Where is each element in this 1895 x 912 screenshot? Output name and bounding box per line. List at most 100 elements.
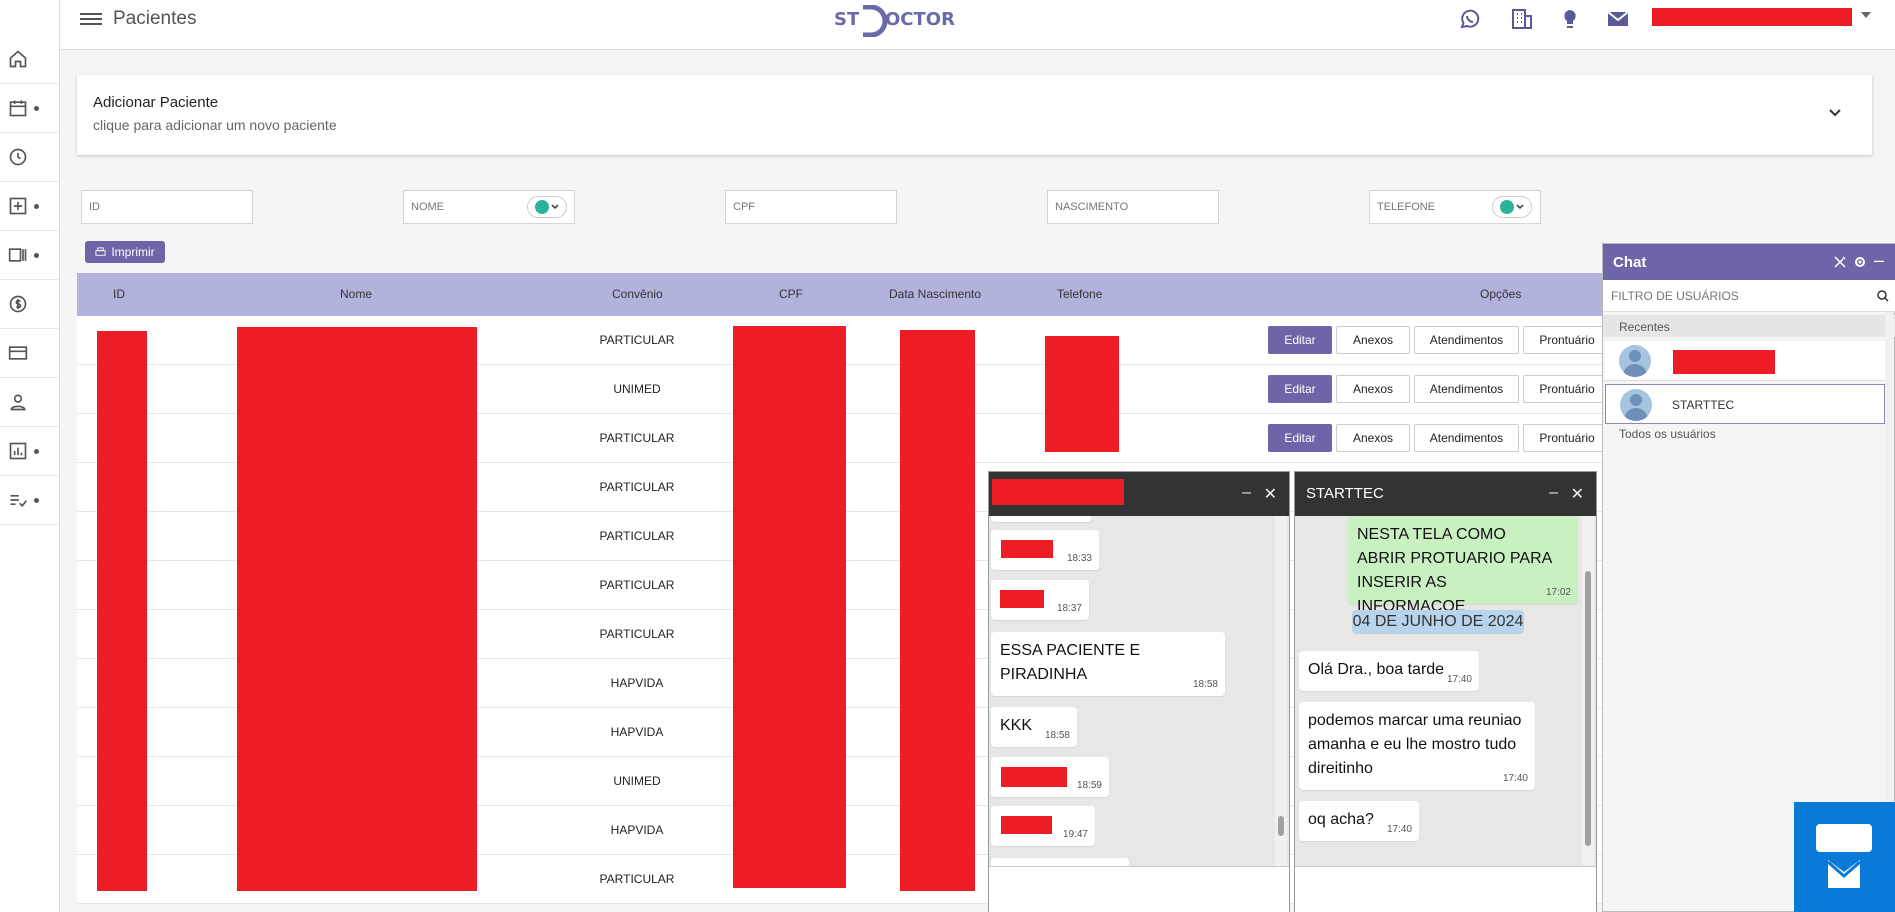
- cpf-filter-input[interactable]: [725, 190, 897, 224]
- user-menu-caret-icon[interactable]: [1861, 12, 1871, 18]
- minimize-icon[interactable]: –: [1549, 484, 1558, 501]
- convenio-cell: HAPVIDA: [610, 676, 664, 690]
- sidebar-item-id-card[interactable]: [0, 231, 60, 280]
- id-filter-input[interactable]: [81, 190, 253, 224]
- col-nome[interactable]: Nome: [340, 287, 373, 301]
- chat-message-input[interactable]: [989, 866, 1289, 912]
- printer-icon: [95, 246, 106, 256]
- medical-record-button[interactable]: Prontuário: [1523, 424, 1611, 452]
- medical-record-button[interactable]: Prontuário: [1523, 375, 1611, 403]
- sidebar-item-payment[interactable]: [0, 329, 60, 378]
- mail-icon[interactable]: [1606, 7, 1630, 31]
- minimize-icon[interactable]: –: [1874, 250, 1885, 270]
- add-patient-panel[interactable]: Adicionar Paciente clique para adicionar…: [77, 75, 1872, 155]
- sidebar-item-finance[interactable]: [0, 280, 60, 329]
- sidebar-item-medical[interactable]: [0, 182, 60, 231]
- calendar-icon: [9, 100, 27, 117]
- search-icon[interactable]: [1877, 290, 1889, 302]
- chat-window-title: STARTTEC: [1306, 485, 1384, 502]
- user-filter-input[interactable]: [1603, 280, 1895, 312]
- chat-messages: 18:33 18:37 ESSA PACIENTE E PIRADINHA 18…: [989, 516, 1289, 866]
- user-row-redacted[interactable]: [1605, 341, 1885, 381]
- minimize-icon[interactable]: –: [1242, 484, 1251, 501]
- redacted-user-name: [1673, 350, 1775, 374]
- bar-chart-icon: [9, 442, 27, 460]
- medical-record-button[interactable]: Prontuário: [1523, 326, 1611, 354]
- message-bubble-sent: NESTA TELA COMO ABRIR PROTUARIO PARA INS…: [1348, 516, 1578, 615]
- col-cpf[interactable]: CPF: [779, 287, 803, 301]
- chat-window-redacted-user: – ✕ 18:33 18:37 ESSA PACIENTE E PIRADINH…: [988, 471, 1290, 912]
- lightbulb-icon[interactable]: [1558, 7, 1582, 31]
- sidebar-item-tasks[interactable]: [0, 476, 60, 525]
- credit-card-icon: [8, 346, 28, 360]
- name-search-mode-toggle[interactable]: [527, 196, 567, 218]
- tools-icon[interactable]: [1833, 255, 1847, 269]
- appointments-button[interactable]: Atendimentos: [1414, 326, 1519, 354]
- sidebar-item-calendar[interactable]: [0, 84, 60, 133]
- attachments-button[interactable]: Anexos: [1336, 375, 1410, 403]
- attachments-button[interactable]: Anexos: [1336, 326, 1410, 354]
- message-bubble: KKK 18:58: [991, 707, 1077, 747]
- message-bubble: 18:37: [991, 580, 1089, 620]
- sidebar-item-users[interactable]: [0, 378, 60, 427]
- recentes-label: Recentes: [1619, 320, 1670, 334]
- redacted-phone-cells: [1045, 336, 1119, 452]
- expand-dot-icon: [34, 448, 39, 454]
- building-icon[interactable]: [1510, 7, 1534, 31]
- close-icon[interactable]: ✕: [1570, 486, 1584, 503]
- home-icon: [9, 50, 27, 68]
- col-telefone[interactable]: Telefone: [1057, 287, 1103, 301]
- hamburger-menu-icon[interactable]: [80, 10, 102, 28]
- user-row-starttec[interactable]: STARTTEC: [1605, 384, 1885, 424]
- print-button[interactable]: Imprimir: [85, 241, 165, 263]
- col-id[interactable]: ID: [113, 287, 125, 301]
- search-mode-icon: [535, 200, 549, 214]
- edit-button[interactable]: Editar: [1268, 326, 1332, 354]
- close-icon[interactable]: ✕: [1263, 486, 1277, 503]
- expand-dot-icon: [34, 252, 39, 258]
- attachments-button[interactable]: Anexos: [1336, 424, 1410, 452]
- appointments-button[interactable]: Atendimentos: [1414, 375, 1519, 403]
- user-list-scrollbar[interactable]: [1885, 312, 1894, 912]
- redacted-name-column: [237, 327, 477, 891]
- clock-icon: [9, 148, 27, 166]
- name-filter-input[interactable]: [403, 190, 575, 224]
- add-patient-subtitle: clique para adicionar um novo paciente: [93, 117, 337, 133]
- avatar: [1619, 345, 1651, 377]
- settings-gear-icon[interactable]: [1853, 255, 1867, 269]
- convenio-cell: PARTICULAR: [599, 431, 675, 445]
- edit-button[interactable]: Editar: [1268, 375, 1332, 403]
- convenio-cell: UNIMED: [613, 382, 661, 396]
- chat-message-input[interactable]: [1295, 866, 1596, 912]
- convenio-cell: PARTICULAR: [599, 872, 675, 886]
- chevron-down-icon[interactable]: [1828, 105, 1842, 119]
- st-doctor-logo: ST OCTOR: [772, 2, 955, 38]
- todos-usuarios-label[interactable]: Todos os usuários: [1619, 427, 1716, 441]
- col-opcoes: Opções: [1480, 287, 1522, 301]
- chat-window-header: – ✕: [989, 472, 1289, 516]
- convenio-cell: UNIMED: [613, 774, 661, 788]
- sidebar-item-home[interactable]: [0, 35, 60, 84]
- chat-window-starttec: STARTTEC – ✕ NESTA TELA COMO ABRIR PROTU…: [1294, 471, 1597, 912]
- col-data-nascimento[interactable]: Data Nascimento: [889, 287, 982, 301]
- chat-scrollbar[interactable]: [1275, 516, 1287, 866]
- birthdate-filter-input[interactable]: [1047, 190, 1219, 224]
- user-name-redacted[interactable]: [1652, 8, 1852, 26]
- whatsapp-icon[interactable]: [1458, 7, 1482, 31]
- message-bubble: [991, 516, 1091, 522]
- edit-button[interactable]: Editar: [1268, 424, 1332, 452]
- convenio-cell: HAPVIDA: [610, 823, 664, 837]
- appointments-button[interactable]: Atendimentos: [1414, 424, 1519, 452]
- date-separator: 04 DE JUNHO DE 2024: [1352, 610, 1524, 634]
- message-bubble: Olá Dra., boa tarde 17:40: [1299, 651, 1479, 691]
- phone-search-mode-toggle[interactable]: [1492, 196, 1532, 218]
- chat-launcher-button[interactable]: [1794, 802, 1895, 912]
- checklist-icon: [10, 495, 27, 508]
- convenio-cell: PARTICULAR: [599, 578, 675, 592]
- col-convenio[interactable]: Convênio: [612, 287, 663, 301]
- chat-scrollbar[interactable]: [1582, 516, 1594, 866]
- convenio-cell: PARTICULAR: [599, 529, 675, 543]
- chat-panel: Chat – Recentes STARTTEC Todos os usuári…: [1602, 243, 1895, 912]
- sidebar-item-reports[interactable]: [0, 427, 60, 476]
- sidebar-item-clock[interactable]: [0, 133, 60, 182]
